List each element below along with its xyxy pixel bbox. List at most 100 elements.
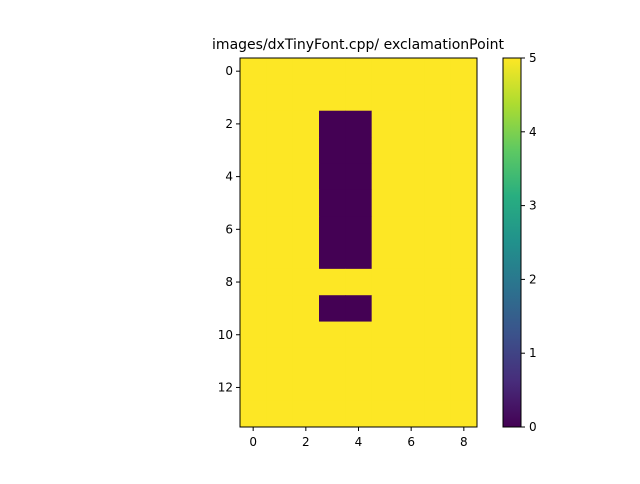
heatmap-cell (450, 374, 478, 402)
heatmap-cell (424, 216, 452, 243)
colorbar-tick-label: 1 (529, 346, 537, 360)
heatmap-cell (345, 242, 373, 270)
heatmap-cell (345, 137, 373, 164)
heatmap-cell (345, 58, 373, 85)
heatmap-cell (319, 216, 346, 243)
heatmap-cell (371, 110, 399, 138)
heatmap-cell (292, 58, 320, 85)
heatmap-cell (450, 137, 478, 164)
heatmap-cell (371, 163, 399, 191)
heatmap-cell (424, 242, 452, 270)
heatmap-cell (371, 268, 399, 296)
heatmap-cell (240, 374, 267, 402)
heatmap-cell (424, 84, 452, 112)
heatmap-cell (424, 137, 452, 164)
heatmap-cell (240, 216, 267, 243)
heatmap-cell (292, 110, 320, 138)
x-tick-label: 6 (407, 435, 415, 449)
heatmap-cell (266, 84, 294, 112)
heatmap-cell (292, 189, 320, 217)
heatmap-cell (345, 321, 373, 349)
heatmap-cell (266, 58, 294, 85)
heatmap-cell (398, 216, 425, 243)
heatmap-cell (371, 321, 399, 349)
heatmap-cell (424, 163, 452, 191)
heatmap-cell (450, 58, 478, 85)
heatmap-cell (424, 400, 452, 428)
heatmap-cell (319, 374, 346, 402)
heatmap-cell (319, 189, 346, 217)
heatmap-cell (319, 295, 346, 322)
colorbar-tick-label: 5 (529, 51, 537, 65)
heatmap-cell (292, 216, 320, 243)
heatmap-cell (319, 321, 346, 349)
heatmap-cell (450, 84, 478, 112)
heatmap-cell (345, 110, 373, 138)
heatmap-cell (424, 374, 452, 402)
colorbar (502, 57, 522, 428)
heatmap-cell (240, 268, 267, 296)
heatmap-cell (240, 400, 267, 428)
heatmap-cell (266, 295, 294, 322)
heatmap-cell (266, 268, 294, 296)
heatmap-cell (398, 321, 425, 349)
heatmap-cell (319, 163, 346, 191)
heatmap-cell (398, 242, 425, 270)
heatmap-cell (398, 189, 425, 217)
heatmap-cell (371, 400, 399, 428)
heatmap-cell (345, 295, 373, 322)
y-tick-label: 2 (225, 117, 233, 131)
heatmap-cell (240, 84, 267, 112)
heatmap-cell (319, 268, 346, 296)
heatmap-cell (266, 321, 294, 349)
heatmap-cell (371, 374, 399, 402)
heatmap-cell (424, 189, 452, 217)
heatmap-cell (292, 242, 320, 270)
heatmap-cell (424, 347, 452, 375)
heatmap-cell (345, 189, 373, 217)
heatmap-cell (266, 400, 294, 428)
heatmap-cell (398, 84, 425, 112)
heatmap-cell (424, 58, 452, 85)
heatmap-cell (266, 163, 294, 191)
heatmap-cell (266, 242, 294, 270)
heatmap-cell (371, 58, 399, 85)
heatmap-cell (398, 58, 425, 85)
heatmap-cell (450, 321, 478, 349)
heatmap-cell (398, 347, 425, 375)
y-tick-label: 0 (225, 64, 233, 78)
heatmap-cell (345, 163, 373, 191)
heatmap-cell (450, 163, 478, 191)
x-axis: 0 2 4 6 8 (249, 427, 468, 449)
x-tick-label: 8 (460, 435, 468, 449)
heatmap-cell (266, 137, 294, 164)
heatmap-cell (319, 58, 346, 85)
heatmap-cell (371, 137, 399, 164)
heatmap-cell (292, 163, 320, 191)
colorbar-tick-label: 0 (529, 420, 537, 434)
heatmap-cell (450, 400, 478, 428)
heatmap-cell (424, 295, 452, 322)
heatmap-cell (424, 110, 452, 138)
heatmap-cell (450, 189, 478, 217)
heatmap-cell (424, 268, 452, 296)
y-tick-label: 8 (225, 275, 233, 289)
heatmap-cell (450, 242, 478, 270)
heatmap-cell (345, 347, 373, 375)
colorbar-tick-label: 3 (529, 199, 537, 213)
heatmap-cell (292, 374, 320, 402)
y-tick-label: 12 (218, 380, 233, 394)
heatmap-cell (240, 137, 267, 164)
heatmap-cell (371, 216, 399, 243)
heatmap-cell (450, 295, 478, 322)
heatmap-cell (398, 110, 425, 138)
heatmap-cell (319, 137, 346, 164)
y-tick-label: 10 (218, 328, 233, 342)
colorbar-tick-label: 2 (529, 272, 537, 286)
heatmap-cell (292, 321, 320, 349)
heatmap-cell (450, 110, 478, 138)
heatmap-cell (319, 400, 346, 428)
heatmap-cell (292, 268, 320, 296)
x-tick-label: 4 (355, 435, 363, 449)
